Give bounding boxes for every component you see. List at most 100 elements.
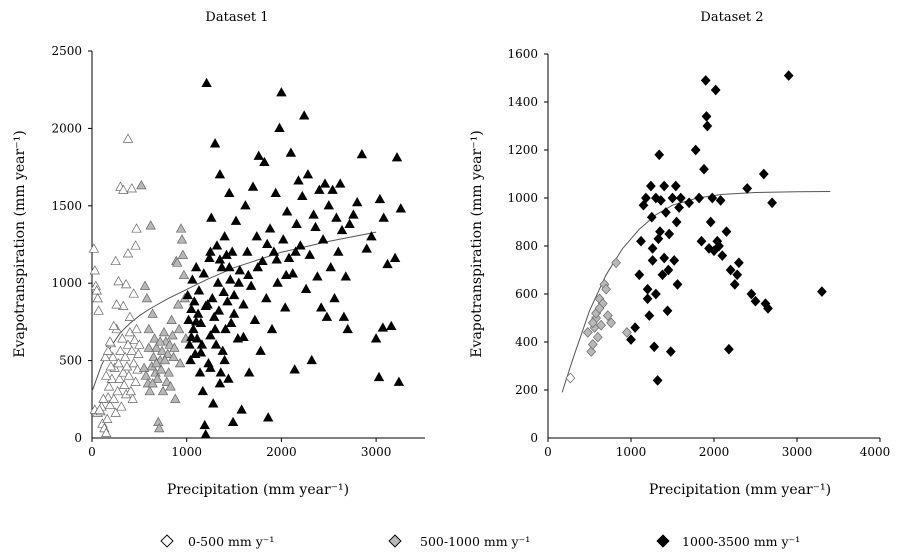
data-point [110,407,121,417]
data-point [636,235,646,247]
data-point [111,299,122,309]
x-tick-label: 2000 [266,445,297,459]
data-point [374,193,386,204]
data-point [644,310,655,321]
data-point [257,255,268,266]
data-point [323,200,334,210]
data-point [123,370,135,380]
legend-marker [656,534,670,548]
data-point [164,339,175,349]
data-point [300,283,312,293]
data-point [340,271,351,281]
data-point [665,346,676,357]
data-point [742,183,753,194]
data-point [638,199,649,211]
data-point [290,246,301,256]
x-axis-label: Precipitation (mm year⁻¹) [649,482,831,498]
data-point [271,254,282,264]
data-point [140,370,152,380]
data-point [626,334,636,345]
data-point [264,223,276,233]
data-point [112,385,123,396]
data-point [289,364,300,374]
data-point [211,240,223,250]
data-point [319,178,331,188]
data-point [108,393,119,403]
data-point [316,302,327,312]
data-point [352,196,363,207]
data-point [120,278,132,289]
legend-marker [388,534,402,548]
data-point [176,234,188,244]
data-point [684,197,694,209]
data-point [348,209,359,219]
data-point [122,248,134,258]
data-point [675,192,686,204]
data-point [127,393,138,403]
data-point [717,250,728,261]
data-point [251,231,262,241]
data-point [129,334,140,345]
legend-label: 0-500 mm y⁻¹ [188,534,274,549]
data-point [646,180,656,192]
data-point [366,231,377,241]
data-point [219,231,230,241]
data-point [262,238,273,249]
data-point [321,311,333,321]
data-point [118,184,129,194]
data-point [236,404,247,414]
data-point [147,378,158,388]
data-point [709,245,719,257]
data-point [696,235,707,247]
data-point [159,354,171,365]
data-point [101,427,112,437]
data-point [204,252,215,262]
data-point [124,311,136,321]
data-point [183,314,194,324]
data-point [602,310,613,321]
data-point [242,246,253,256]
data-point [299,110,310,120]
data-point [210,339,222,349]
data-point [304,249,315,259]
data-point [185,354,196,365]
data-point [131,323,142,334]
data-point [91,285,102,295]
data-point [139,280,151,290]
data-point [642,283,653,295]
data-point [690,144,701,156]
data-point [592,331,603,343]
data-point [653,233,664,245]
data-point [361,243,372,253]
x-axis: 0 1000 2000 3000 [88,437,425,459]
data-point [732,269,743,281]
data-point [212,277,224,287]
x-tick-label: 1000 [616,445,647,459]
data-point [100,351,111,362]
data-point [285,147,297,157]
data-point [195,347,207,357]
data-point [201,77,212,88]
data-point [117,333,128,343]
data-point [115,345,126,355]
data-point [671,216,682,228]
data-point [234,265,245,275]
data-point [98,393,109,403]
y-axis: 2500 2000 1500 1000 500 0 [51,44,93,445]
x-tick-label: 3000 [361,445,392,459]
x-axis: 0 1000 2000 3000 4000 [544,437,890,459]
data-point [725,264,736,276]
data-point [182,289,193,300]
chart-title: Dataset 1 [205,10,268,25]
data-point [281,269,292,280]
data-point [817,286,827,297]
data-point [213,305,225,315]
data-point [130,376,141,386]
data-point [240,200,251,210]
data-point [217,345,228,355]
data-point [734,257,744,269]
y-tick-label: 400 [515,335,538,349]
legend-item: 1000-3500 mm y⁻¹ [656,534,800,549]
data-point [94,404,105,414]
data-point [714,240,724,252]
